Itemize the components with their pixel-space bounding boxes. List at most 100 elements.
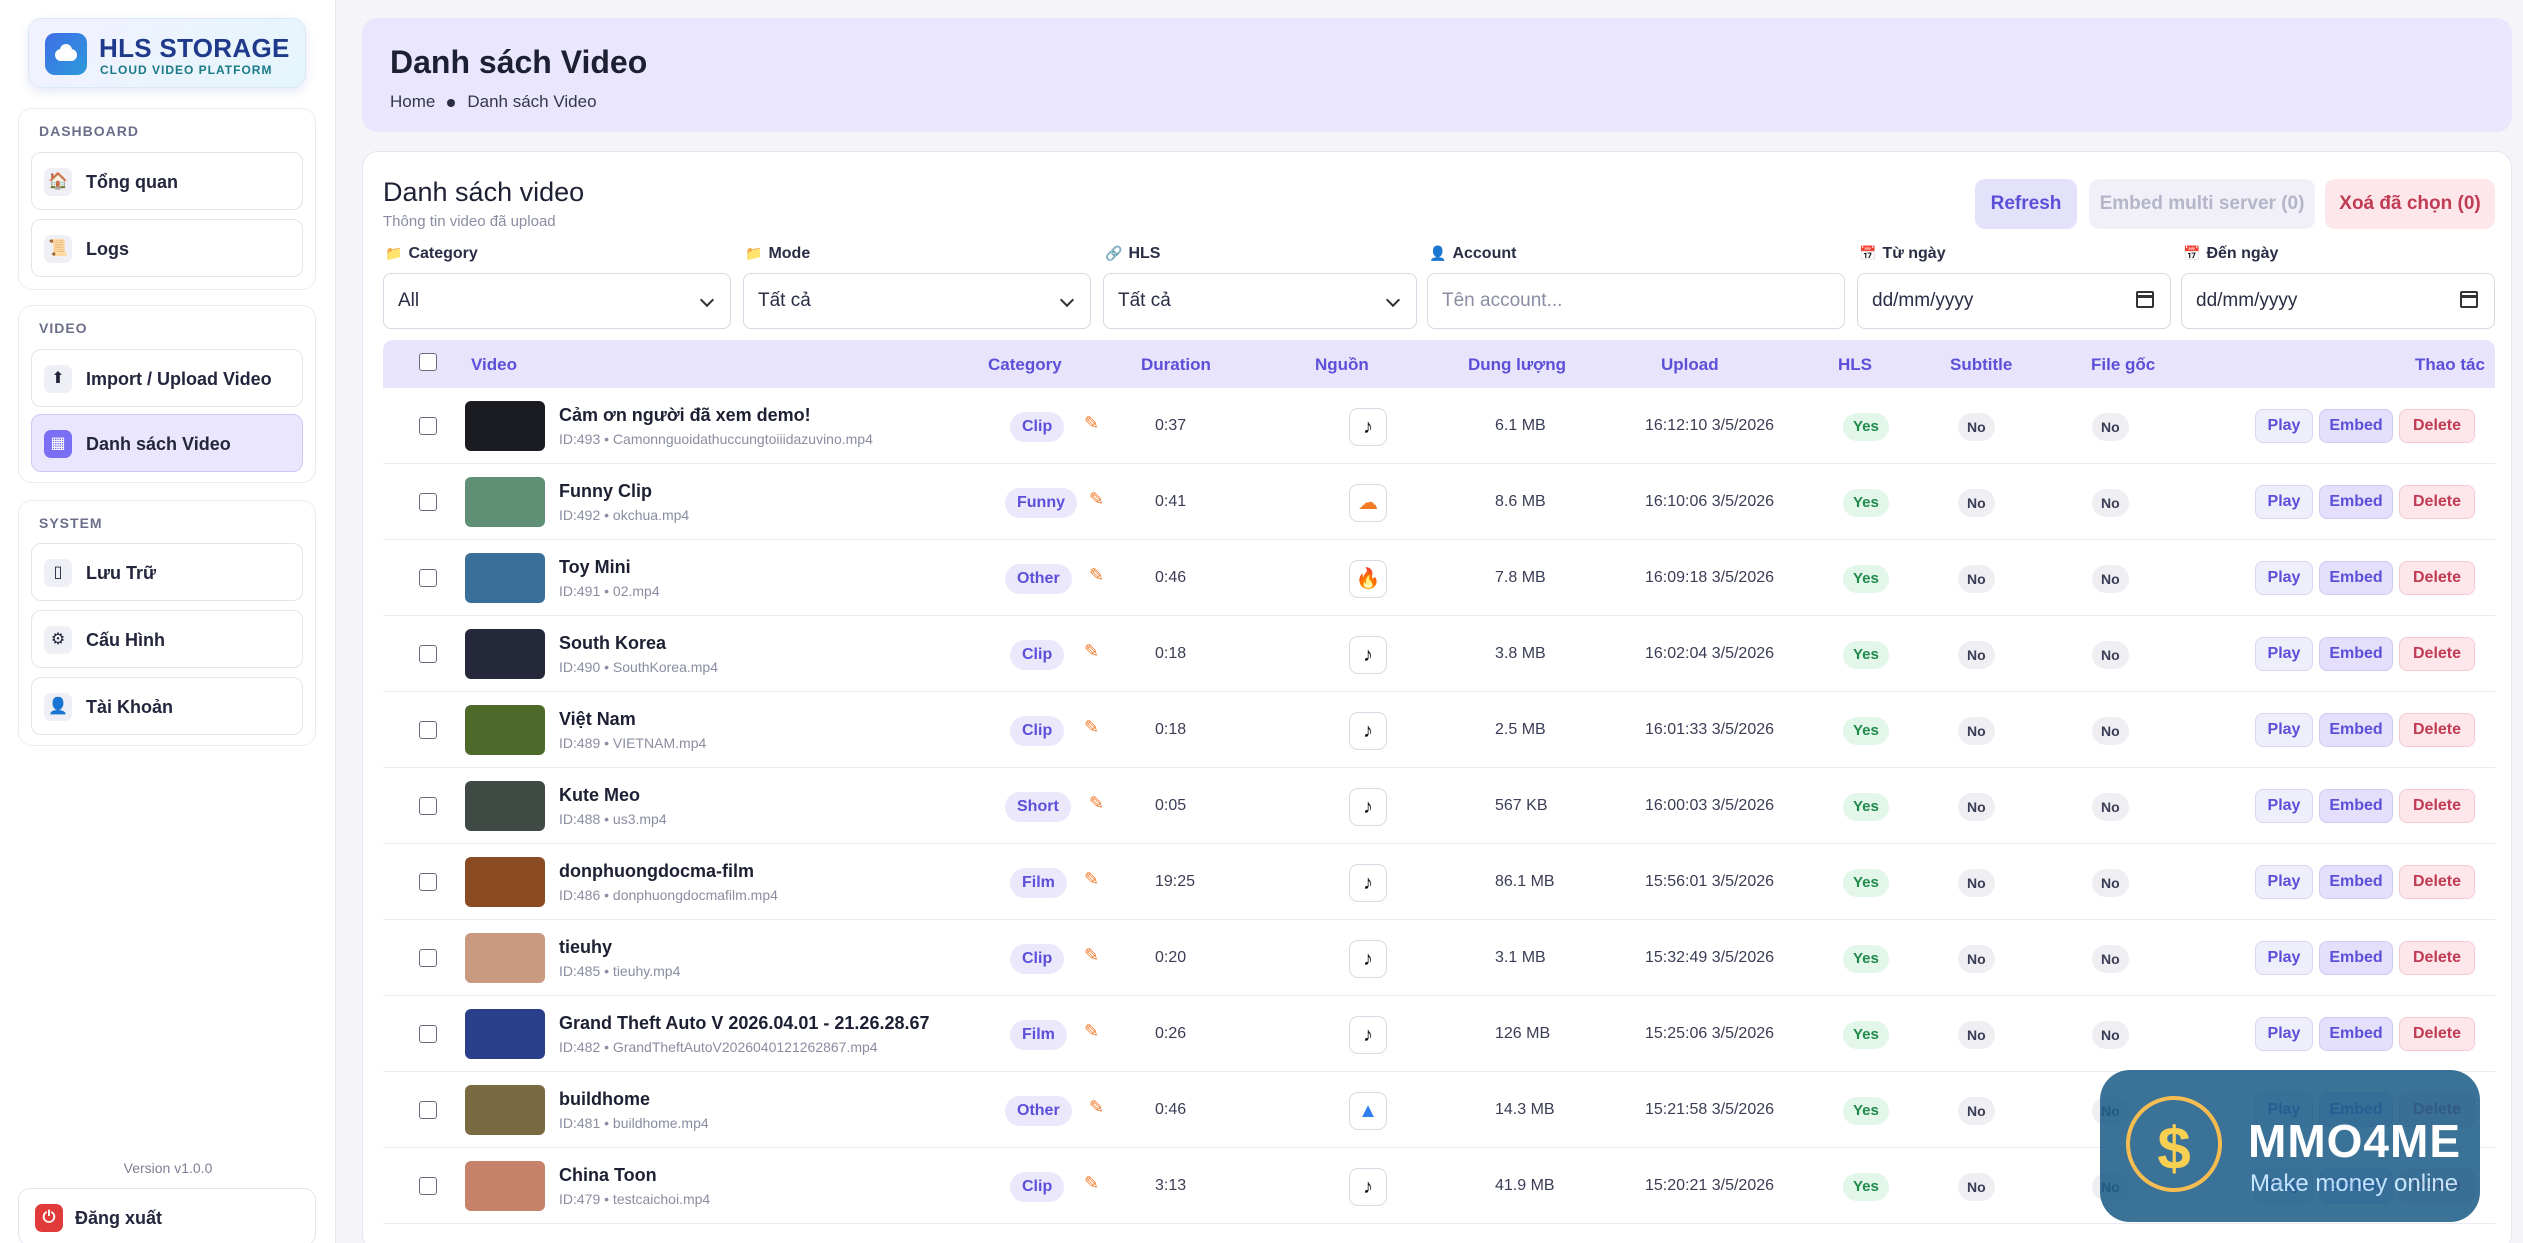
calendar-icon[interactable] — [2136, 291, 2154, 308]
edit-category-icon[interactable]: ✎ — [1089, 565, 1105, 585]
play-button[interactable]: Play — [2255, 485, 2313, 519]
category-badge: Clip — [1010, 640, 1065, 670]
row-checkbox[interactable] — [419, 949, 437, 967]
edit-category-icon[interactable]: ✎ — [1084, 413, 1100, 433]
sidebar-item-overview[interactable]: 🏠 Tổng quan — [31, 152, 303, 210]
logout-button[interactable]: ⏻ Đăng xuất — [18, 1188, 316, 1243]
play-button[interactable]: Play — [2255, 865, 2313, 899]
row-checkbox[interactable] — [419, 417, 437, 435]
embed-button[interactable]: Embed — [2319, 561, 2393, 595]
from-date-input[interactable]: dd/mm/yyyy — [1857, 273, 2171, 329]
calendar-icon[interactable] — [2460, 291, 2478, 308]
hls-status-badge: Yes — [1843, 793, 1889, 821]
breadcrumb-home[interactable]: Home — [390, 92, 436, 111]
card-subtitle: Thông tin video đã upload — [383, 213, 556, 230]
sidebar-item-config[interactable]: ⚙ Cấu Hình — [31, 610, 303, 668]
embed-button[interactable]: Embed — [2319, 941, 2393, 975]
sidebar-item-label: Cấu Hình — [86, 630, 165, 650]
video-thumbnail[interactable] — [465, 553, 545, 603]
play-button[interactable]: Play — [2255, 789, 2313, 823]
video-thumbnail[interactable] — [465, 1009, 545, 1059]
video-thumbnail[interactable] — [465, 477, 545, 527]
embed-button[interactable]: Embed — [2319, 1017, 2393, 1051]
sidebar-item-account[interactable]: 👤 Tài Khoản — [31, 677, 303, 735]
video-thumbnail[interactable] — [465, 933, 545, 983]
play-button[interactable]: Play — [2255, 713, 2313, 747]
col-source[interactable]: Nguồn — [1315, 355, 1369, 374]
play-button[interactable]: Play — [2255, 1017, 2313, 1051]
edit-category-icon[interactable]: ✎ — [1084, 641, 1100, 661]
select-all-checkbox[interactable] — [419, 353, 437, 371]
col-hls[interactable]: HLS — [1838, 355, 1872, 374]
sidebar-item-video-list[interactable]: ▦ Danh sách Video — [31, 414, 303, 472]
row-checkbox[interactable] — [419, 797, 437, 815]
delete-button[interactable]: Delete — [2399, 485, 2475, 519]
delete-button[interactable]: Delete — [2399, 713, 2475, 747]
folder-icon: 📁 — [745, 245, 763, 261]
row-checkbox[interactable] — [419, 1025, 437, 1043]
play-button[interactable]: Play — [2255, 561, 2313, 595]
edit-category-icon[interactable]: ✎ — [1084, 869, 1100, 889]
video-thumbnail[interactable] — [465, 781, 545, 831]
embed-button[interactable]: Embed — [2319, 485, 2393, 519]
row-checkbox[interactable] — [419, 721, 437, 739]
row-checkbox[interactable] — [419, 493, 437, 511]
delete-button[interactable]: Delete — [2399, 789, 2475, 823]
edit-category-icon[interactable]: ✎ — [1089, 1097, 1105, 1117]
edit-category-icon[interactable]: ✎ — [1084, 1173, 1100, 1193]
sidebar-item-import-upload[interactable]: ⬆ Import / Upload Video — [31, 349, 303, 407]
category-select[interactable]: All — [383, 273, 731, 329]
account-input[interactable]: Tên account... — [1427, 273, 1845, 329]
col-category[interactable]: Category — [988, 355, 1062, 374]
delete-button[interactable]: Delete — [2399, 1017, 2475, 1051]
row-checkbox[interactable] — [419, 1101, 437, 1119]
to-date-input[interactable]: dd/mm/yyyy — [2181, 273, 2495, 329]
video-thumbnail[interactable] — [465, 705, 545, 755]
delete-button[interactable]: Delete — [2399, 941, 2475, 975]
sidebar-item-storage[interactable]: ▯ Lưu Trữ — [31, 543, 303, 601]
delete-button[interactable]: Delete — [2399, 561, 2475, 595]
duration-value: 0:41 — [1155, 493, 1187, 510]
embed-button[interactable]: Embed — [2319, 789, 2393, 823]
col-upload[interactable]: Upload — [1661, 355, 1719, 374]
col-video[interactable]: Video — [471, 355, 517, 374]
link-icon: 🔗 — [1105, 245, 1123, 261]
edit-category-icon[interactable]: ✎ — [1084, 945, 1100, 965]
embed-button[interactable]: Embed — [2319, 713, 2393, 747]
play-button[interactable]: Play — [2255, 941, 2313, 975]
row-checkbox[interactable] — [419, 873, 437, 891]
delete-button[interactable]: Delete — [2399, 865, 2475, 899]
col-original[interactable]: File gốc — [2091, 355, 2156, 374]
scroll-icon: 📜 — [44, 235, 72, 263]
delete-selected-button[interactable]: Xoá đã chọn (0) — [2325, 179, 2495, 229]
video-thumbnail[interactable] — [465, 629, 545, 679]
app-logo[interactable]: HLS STORAGE CLOUD VIDEO PLATFORM — [28, 18, 306, 88]
edit-category-icon[interactable]: ✎ — [1084, 717, 1100, 737]
delete-button[interactable]: Delete — [2399, 409, 2475, 443]
embed-button[interactable]: Embed — [2319, 865, 2393, 899]
mode-select[interactable]: Tất cả — [743, 273, 1091, 329]
hls-select[interactable]: Tất cả — [1103, 273, 1417, 329]
embed-multi-server-button[interactable]: Embed multi server (0) — [2089, 179, 2315, 229]
row-checkbox[interactable] — [419, 645, 437, 663]
play-button[interactable]: Play — [2255, 637, 2313, 671]
video-thumbnail[interactable] — [465, 857, 545, 907]
col-duration[interactable]: Duration — [1141, 355, 1211, 374]
embed-button[interactable]: Embed — [2319, 637, 2393, 671]
edit-category-icon[interactable]: ✎ — [1089, 489, 1105, 509]
subtitle-status-badge: No — [1958, 869, 1995, 897]
row-checkbox[interactable] — [419, 569, 437, 587]
video-thumbnail[interactable] — [465, 1161, 545, 1211]
edit-category-icon[interactable]: ✎ — [1089, 793, 1105, 813]
video-thumbnail[interactable] — [465, 1085, 545, 1135]
play-button[interactable]: Play — [2255, 409, 2313, 443]
col-subtitle[interactable]: Subtitle — [1950, 355, 2013, 374]
video-thumbnail[interactable] — [465, 401, 545, 451]
row-checkbox[interactable] — [419, 1177, 437, 1195]
delete-button[interactable]: Delete — [2399, 637, 2475, 671]
col-size[interactable]: Dung lượng — [1468, 355, 1567, 374]
embed-button[interactable]: Embed — [2319, 409, 2393, 443]
edit-category-icon[interactable]: ✎ — [1084, 1021, 1100, 1041]
sidebar-item-logs[interactable]: 📜 Logs — [31, 219, 303, 277]
refresh-button[interactable]: Refresh — [1975, 179, 2077, 229]
